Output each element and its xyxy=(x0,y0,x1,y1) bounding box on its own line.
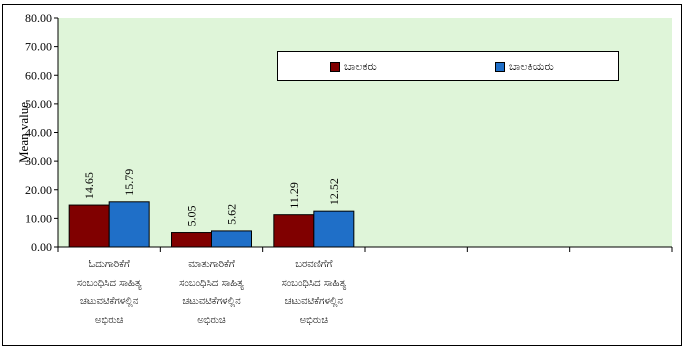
data-label-boys-1: 5.05 xyxy=(185,206,199,227)
data-label-girls-1: 5.62 xyxy=(225,204,239,225)
x-category-label-0: ಓದುಗಾರಿಕೆಗೆ ಸಂಬಂಧಿಸಿದ ಸಾಹಿತ್ಯ ಚಟುವಟಿಕೆಗಳ… xyxy=(76,259,142,326)
legend-swatch-girls xyxy=(495,62,505,72)
bar-boys-2 xyxy=(273,214,315,248)
legend-item-girls: ಬಾಲಕಿಯರು xyxy=(495,60,554,74)
bar-boys-0 xyxy=(68,204,110,248)
legend-item-boys: ಬಾಲಕರು xyxy=(330,60,377,74)
x-category-label-1: ಮಾತುಗಾರಿಕೆಗೆ ಸಂಬಂಧಿಸಿದ ಸಾಹಿತ್ಯ ಚಟುವಟಿಕೆಗ… xyxy=(179,259,244,326)
legend-label-girls: ಬಾಲಕಿಯರು xyxy=(509,60,554,73)
y-tick-label: 80.00 xyxy=(25,11,52,25)
y-tick-label: 50.00 xyxy=(25,97,52,111)
legend-swatch-boys xyxy=(330,62,340,72)
data-label-girls-0: 15.79 xyxy=(122,169,136,196)
legend-label-boys: ಬಾಲಕರು xyxy=(344,60,377,73)
y-tick-label: 70.00 xyxy=(25,40,52,54)
data-label-boys-0: 14.65 xyxy=(82,172,96,199)
y-axis-label: Mean value xyxy=(16,102,31,163)
bar-girls-2 xyxy=(313,210,355,248)
bar-boys-1 xyxy=(171,232,212,248)
y-tick-label: 40.00 xyxy=(25,126,52,140)
legend: ಬಾಲಕರು ಬಾಲಕಿಯರು xyxy=(277,51,619,81)
y-tick-label: 10.00 xyxy=(25,211,52,225)
y-tick-label: 20.00 xyxy=(25,183,52,197)
data-label-boys-2: 11.29 xyxy=(287,182,301,209)
y-tick-label: 0.00 xyxy=(31,240,52,254)
bar-girls-1 xyxy=(211,230,252,248)
data-label-girls-2: 12.52 xyxy=(327,178,341,205)
y-tick-label: 30.00 xyxy=(25,154,52,168)
x-category-label-2: ಬರವಣಿಗೆಗೆ ಸಂಬಂಧಿಸಿದ ಸಾಹಿತ್ಯ ಚಟುವಟಿಕೆಗಳಲ್… xyxy=(281,259,347,326)
bar-girls-0 xyxy=(108,201,150,248)
y-tick-label: 60.00 xyxy=(25,68,52,82)
